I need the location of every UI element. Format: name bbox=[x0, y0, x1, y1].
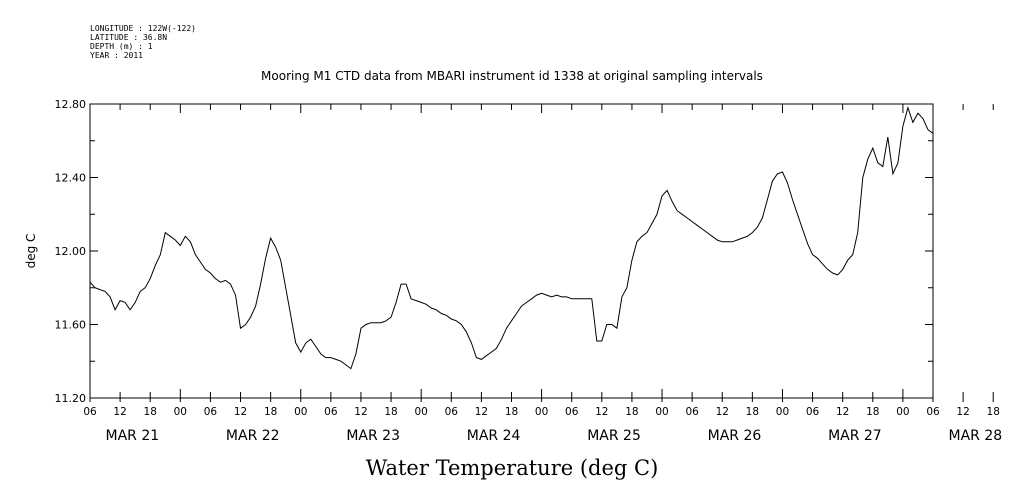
y-tick-label: 12.00 bbox=[55, 245, 87, 258]
x-hour-label: 00 bbox=[535, 406, 548, 418]
y-axis-ticks bbox=[90, 103, 933, 399]
y-tick-label: 12.40 bbox=[55, 172, 87, 185]
x-hour-label: 00 bbox=[655, 406, 668, 418]
x-hour-label: 18 bbox=[746, 406, 759, 418]
metadata-header: LONGITUDE : 122W(-122) LATITUDE : 36.8N … bbox=[90, 24, 196, 60]
info-depth: DEPTH (m) : 1 bbox=[90, 42, 153, 51]
x-date-label: MAR 28 bbox=[948, 428, 1002, 444]
x-hour-label: 06 bbox=[806, 406, 820, 418]
x-hour-label: 12 bbox=[475, 406, 488, 418]
x-hour-label: 12 bbox=[113, 406, 126, 418]
x-date-label: MAR 23 bbox=[346, 428, 400, 444]
x-hour-label: 00 bbox=[776, 406, 789, 418]
x-hour-label: 00 bbox=[174, 406, 187, 418]
x-hour-label: 00 bbox=[896, 406, 909, 418]
x-hour-label: 12 bbox=[354, 406, 367, 418]
x-hour-label: 18 bbox=[625, 406, 638, 418]
x-hour-label: 18 bbox=[505, 406, 518, 418]
y-tick-label: 11.60 bbox=[55, 319, 87, 332]
x-date-label: MAR 22 bbox=[226, 428, 280, 444]
x-hour-label: 06 bbox=[926, 406, 940, 418]
info-longitude: LONGITUDE : 122W(-122) bbox=[90, 24, 196, 33]
x-hour-label: 06 bbox=[445, 406, 459, 418]
x-hour-label: 12 bbox=[836, 406, 849, 418]
x-hour-label: 18 bbox=[866, 406, 879, 418]
y-tick-label: 11.20 bbox=[55, 392, 87, 405]
x-hour-label: 18 bbox=[264, 406, 277, 418]
x-axis-hour-labels: 06 12 18 00 06 12 18 00 06 12 18 00 06 12 18 00 06 12 18 00… bbox=[83, 406, 1000, 418]
x-hour-label: 12 bbox=[595, 406, 608, 418]
x-date-label: MAR 21 bbox=[105, 428, 159, 444]
x-hour-label: 18 bbox=[144, 406, 157, 418]
x-hour-label: 06 bbox=[204, 406, 218, 418]
x-hour-label: 06 bbox=[324, 406, 338, 418]
x-axis-date-labels: MAR 21 MAR 22 MAR 23 MAR 24 MAR 25 MAR 26 MAR … bbox=[105, 428, 1002, 444]
x-hour-label: 00 bbox=[414, 406, 427, 418]
x-date-label: MAR 27 bbox=[828, 428, 882, 444]
x-hour-label: 00 bbox=[294, 406, 307, 418]
x-hour-label: 12 bbox=[716, 406, 729, 418]
y-tick-label: 12.80 bbox=[55, 98, 87, 111]
x-hour-label: 18 bbox=[384, 406, 397, 418]
x-date-label: MAR 24 bbox=[467, 428, 521, 444]
info-latitude: LATITUDE : 36.8N bbox=[90, 33, 167, 42]
chart-title: Mooring M1 CTD data from MBARI instrumen… bbox=[261, 69, 763, 83]
x-date-label: MAR 25 bbox=[587, 428, 641, 444]
y-axis-label: deg C bbox=[24, 234, 38, 269]
x-hour-label: 18 bbox=[987, 406, 1000, 418]
temperature-series-line bbox=[89, 105, 934, 370]
x-axis-ticks bbox=[89, 104, 994, 402]
info-year: YEAR : 2011 bbox=[90, 51, 143, 60]
plot-frame bbox=[89, 103, 934, 399]
x-axis-label: Water Temperature (deg C) bbox=[366, 456, 659, 480]
x-hour-label: 06 bbox=[83, 406, 97, 418]
y-axis-tick-labels: 11.20 11.60 12.00 12.40 12.80 bbox=[55, 98, 87, 405]
x-hour-label: 06 bbox=[685, 406, 699, 418]
x-hour-label: 12 bbox=[956, 406, 969, 418]
x-date-label: MAR 26 bbox=[708, 428, 762, 444]
x-hour-label: 06 bbox=[565, 406, 579, 418]
x-hour-label: 12 bbox=[234, 406, 247, 418]
